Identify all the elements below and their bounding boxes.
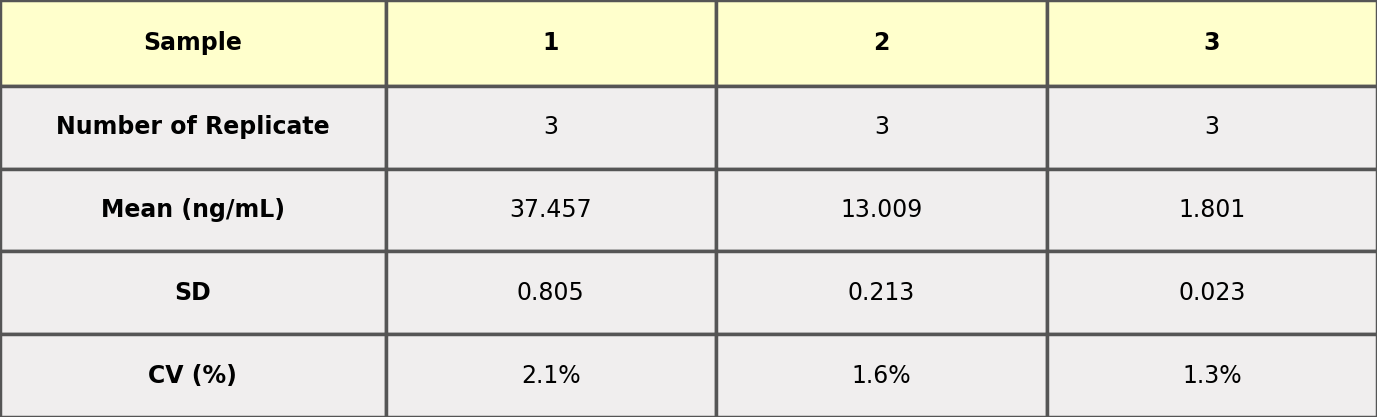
Text: 3: 3 <box>544 115 558 139</box>
Text: 2.1%: 2.1% <box>521 364 581 387</box>
Bar <box>1047 251 1377 334</box>
Text: Number of Replicate: Number of Replicate <box>56 115 329 139</box>
Bar <box>386 168 716 251</box>
Bar <box>1047 334 1377 417</box>
Text: 1.801: 1.801 <box>1179 198 1245 222</box>
Text: 0.023: 0.023 <box>1179 281 1245 305</box>
Bar <box>0 0 386 86</box>
Text: SD: SD <box>175 281 211 305</box>
Bar <box>716 0 1047 86</box>
Text: Mean (ng/mL): Mean (ng/mL) <box>101 198 285 222</box>
Text: 13.009: 13.009 <box>840 198 923 222</box>
Bar <box>0 251 386 334</box>
Text: 1: 1 <box>543 31 559 55</box>
Bar <box>1047 86 1377 168</box>
Text: 3: 3 <box>1203 31 1220 55</box>
Bar <box>716 86 1047 168</box>
Bar <box>716 168 1047 251</box>
Text: 1.3%: 1.3% <box>1181 364 1242 387</box>
Bar <box>0 334 386 417</box>
Text: 0.805: 0.805 <box>516 281 585 305</box>
Bar <box>0 168 386 251</box>
Text: 0.213: 0.213 <box>848 281 914 305</box>
Bar <box>1047 0 1377 86</box>
Bar <box>386 251 716 334</box>
Bar <box>1047 168 1377 251</box>
Text: 37.457: 37.457 <box>509 198 592 222</box>
Text: 2: 2 <box>873 31 890 55</box>
Bar <box>386 334 716 417</box>
Text: CV (%): CV (%) <box>149 364 237 387</box>
Bar <box>716 251 1047 334</box>
Bar <box>716 334 1047 417</box>
Text: 3: 3 <box>874 115 888 139</box>
Text: 3: 3 <box>1205 115 1219 139</box>
Bar <box>386 86 716 168</box>
Text: 1.6%: 1.6% <box>851 364 912 387</box>
Bar <box>0 86 386 168</box>
Text: Sample: Sample <box>143 31 242 55</box>
Bar <box>386 0 716 86</box>
